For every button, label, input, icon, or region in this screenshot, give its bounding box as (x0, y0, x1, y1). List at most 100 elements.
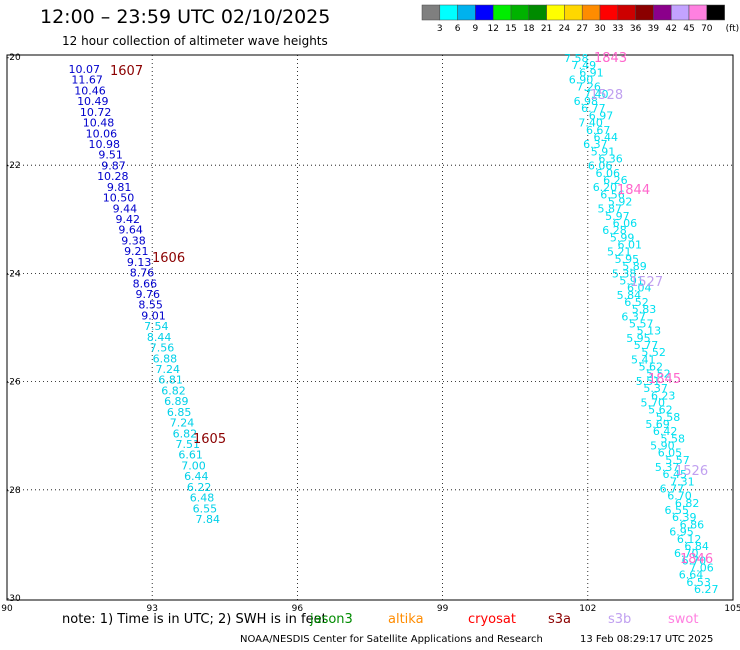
wave-height-value: 7.40 (578, 117, 603, 130)
wave-height-value: 5.58 (661, 432, 686, 445)
wave-height-value: 5.69 (645, 418, 670, 431)
x-tick-label: 102 (579, 604, 596, 614)
wave-height-value: 9.42 (116, 213, 141, 226)
y-tick-label: -20 (6, 53, 21, 63)
pass-number-label: 1844 (617, 183, 650, 198)
wave-height-value: 6.82 (161, 384, 186, 397)
wave-height-value: 6.77 (660, 483, 685, 496)
wave-height-value: 5.52 (641, 346, 666, 359)
wave-height-value: 6.98 (574, 95, 599, 108)
wave-height-value: 5.51 (636, 375, 661, 388)
wave-height-value: 10.28 (97, 170, 129, 183)
wave-height-value: 7.58 (564, 52, 589, 65)
wave-height-value: 5.21 (607, 246, 632, 259)
wave-height-value: 5.37 (643, 382, 668, 395)
wave-height-value: 6.95 (669, 526, 694, 539)
wave-height-value: 5.38 (612, 267, 637, 280)
y-tick-label: -28 (6, 486, 21, 496)
x-tick-label: 93 (146, 604, 157, 614)
wave-height-value: 6.27 (694, 583, 719, 596)
wave-height-value: 6.70 (682, 554, 707, 567)
wave-height-value: 6.82 (173, 427, 198, 440)
wave-height-value: 5.95 (615, 253, 640, 266)
wave-height-value: 6.89 (164, 395, 189, 408)
wave-height-value: 6.88 (153, 352, 178, 365)
y-tick-label: -26 (6, 378, 21, 388)
legend-tick-label: 18 (523, 24, 535, 34)
legend-tick-label: 39 (648, 24, 660, 34)
wave-height-value: 8.66 (133, 277, 158, 290)
wave-height-value: 8.55 (138, 299, 163, 312)
wave-height-value: 6.42 (653, 425, 678, 438)
pass-number-label: 1605 (193, 432, 226, 447)
pass-number-label: 1526 (675, 464, 708, 479)
wave-height-value: 8.76 (130, 267, 155, 280)
wave-height-value: 6.64 (679, 569, 704, 582)
wave-height-value: 6.45 (662, 468, 687, 481)
legend-tick-label: 6 (455, 24, 461, 34)
wave-height-value: 9.64 (118, 224, 143, 237)
wave-height-value: 7.31 (670, 475, 695, 488)
legend-tick-label: 15 (505, 24, 516, 34)
pass-number-label: 1845 (648, 372, 681, 387)
wave-height-value: 5.57 (629, 318, 654, 331)
wave-height-value: 9.76 (136, 288, 161, 301)
wave-height-value: 7.54 (144, 320, 169, 333)
wave-height-value: 10.07 (69, 63, 101, 76)
wave-height-value: 5.92 (608, 196, 633, 209)
wave-height-value: 9.38 (121, 234, 146, 247)
x-tick-label: 90 (1, 604, 13, 614)
wave-height-value: 7.24 (156, 363, 181, 376)
x-tick-label: 99 (437, 604, 449, 614)
legend-tick-label: 21 (541, 24, 552, 34)
wave-height-value: 7.00 (181, 459, 206, 472)
mission-altika: altika (388, 612, 424, 627)
pass-number-label: 1527 (630, 275, 663, 290)
wave-height-value: 7.56 (150, 342, 175, 355)
wave-height-value: 5.90 (650, 439, 675, 452)
wave-height-value: 6.86 (680, 518, 705, 531)
wave-height-value: 11.67 (71, 74, 103, 87)
wave-height-value: 5.57 (665, 454, 690, 467)
wave-height-value: 5.13 (637, 325, 662, 338)
x-tick-label: 105 (724, 604, 740, 614)
wave-height-value: 5.99 (610, 231, 635, 244)
y-tick-label: -24 (6, 269, 21, 279)
wave-height-value: 6.82 (675, 497, 700, 510)
wave-height-value: 6.55 (664, 504, 689, 517)
wave-height-value: 7.06 (689, 561, 714, 574)
mission-swot: swot (668, 612, 699, 627)
legend-tick-label: 27 (576, 24, 587, 34)
legend-tick-label: 36 (630, 24, 642, 34)
wave-height-value: 6.01 (617, 239, 642, 252)
wave-height-value: 7.49 (572, 59, 597, 72)
legend-unit: (ft) (726, 24, 740, 34)
wave-height-value: 10.49 (77, 95, 109, 108)
generated-timestamp: 13 Feb 08:29:17 UTC 2025 (580, 634, 714, 645)
y-tick-label: -22 (6, 161, 21, 171)
legend-tick-label: 9 (473, 24, 479, 34)
wave-height-value: 6.67 (586, 124, 611, 137)
wave-height-value: 5.87 (597, 203, 622, 216)
wave-height-value: 5.37 (655, 461, 680, 474)
legend-tick-label: 42 (665, 24, 676, 34)
wave-height-value: 6.23 (651, 389, 676, 402)
wave-height-value: 9.51 (98, 149, 123, 162)
legend-swatch (706, 4, 725, 21)
mission-s3a: s3a (548, 612, 572, 627)
wave-height-value: 6.81 (158, 374, 183, 387)
wave-height-value: 9.01 (141, 309, 166, 322)
wave-height-value: 8.44 (147, 331, 172, 344)
wave-height-value: 6.44 (184, 470, 209, 483)
map-subtitle: 12 hour collection of altimeter wave hei… (62, 34, 328, 48)
wave-height-value: 6.12 (677, 533, 702, 546)
wave-height-value: 6.61 (178, 449, 203, 462)
wave-height-value: 5.95 (626, 332, 651, 345)
mission-s3b: s3b (608, 612, 632, 627)
wave-height-value: 6.06 (596, 167, 621, 180)
wave-height-value: 10.46 (74, 84, 106, 97)
wave-height-value: 6.39 (672, 511, 697, 524)
wave-height-value: 6.56 (600, 188, 625, 201)
wave-height-value: 6.37 (583, 138, 608, 151)
wave-height-value: 5.77 (634, 339, 659, 352)
